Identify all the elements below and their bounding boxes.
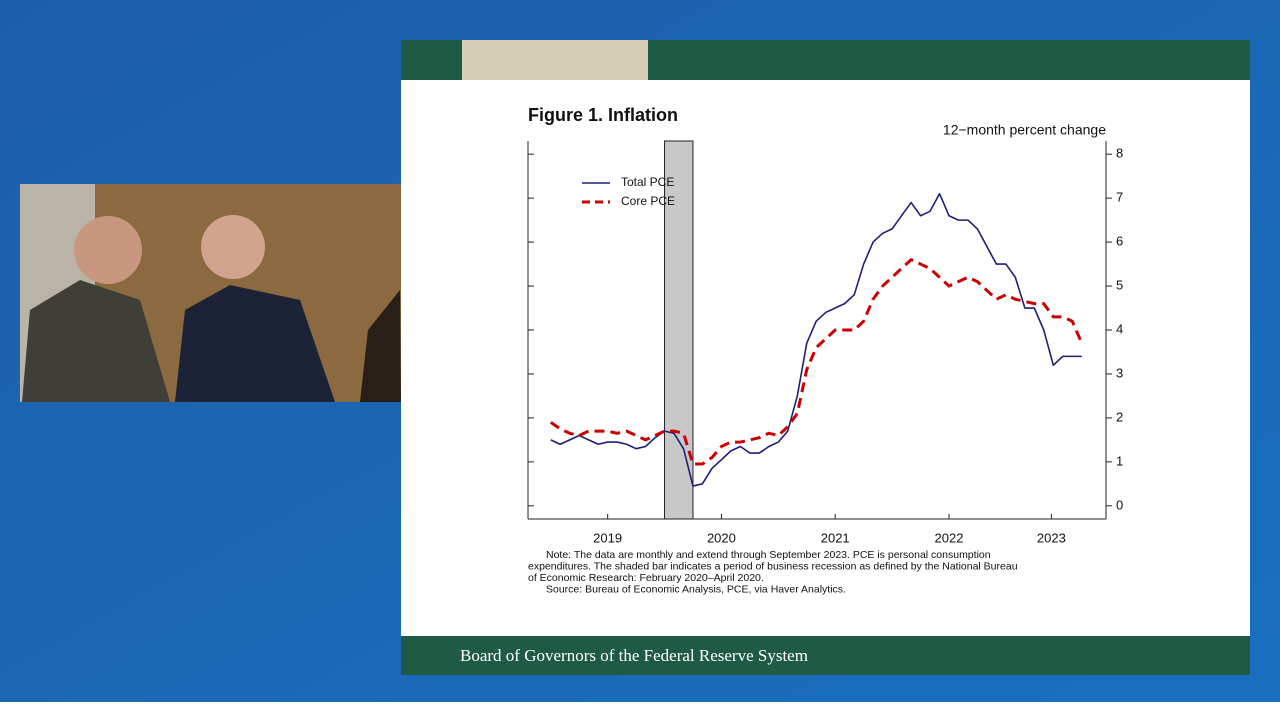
slide <box>401 40 1250 675</box>
y-tick-label: 6 <box>1116 234 1123 249</box>
x-tick-label: 2021 <box>821 530 850 545</box>
y-tick-label: 1 <box>1116 453 1123 468</box>
legend-label: Core PCE <box>621 194 675 208</box>
x-tick-label: 2022 <box>935 530 964 545</box>
person <box>175 285 335 402</box>
x-tick-label: 2020 <box>707 530 736 545</box>
y-tick-label: 3 <box>1116 365 1123 380</box>
y-tick-label: 2 <box>1116 409 1123 424</box>
person-head <box>201 215 265 279</box>
slide-footer <box>401 636 1250 675</box>
y-tick-label: 7 <box>1116 190 1123 205</box>
seal <box>462 40 648 80</box>
legend-label: Total PCE <box>621 175 674 189</box>
y-tick-label: 0 <box>1116 497 1123 512</box>
note-text: of Economic Research: February 2020–Apri… <box>528 572 764 584</box>
chart-title: Figure 1. Inflation <box>528 105 678 125</box>
note-text: Source: Bureau of Economic Analysis, PCE… <box>546 584 846 596</box>
x-tick-label: 2023 <box>1037 530 1066 545</box>
series-line <box>550 192 1082 487</box>
x-tick-label: 2019 <box>593 530 622 545</box>
recession-bar <box>664 140 694 520</box>
y-axis-title: 12−month percent change <box>943 122 1106 138</box>
person <box>360 290 401 402</box>
note-text: expenditures. The shaded bar indicates a… <box>528 560 1018 572</box>
y-tick-label: 8 <box>1116 146 1123 161</box>
note-text: Note: The data are monthly and extend th… <box>546 549 991 561</box>
video-inset <box>20 184 401 402</box>
footer-text: Board of Governors of the Federal Reserv… <box>460 646 808 665</box>
y-tick-label: 5 <box>1116 277 1123 292</box>
person-head <box>74 216 142 284</box>
y-tick-label: 4 <box>1116 321 1123 336</box>
person <box>22 280 170 402</box>
